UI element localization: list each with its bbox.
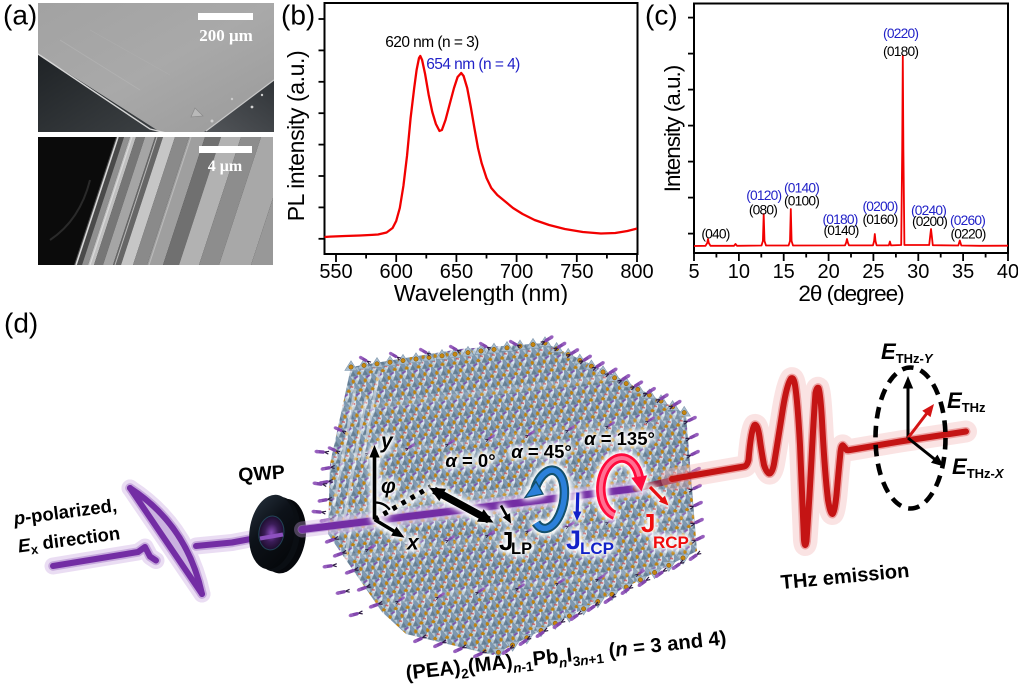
svg-text:LCP: LCP [580,539,614,558]
svg-text:(0160): (0160) [862,212,897,227]
svg-text:(0140): (0140) [823,223,858,238]
svg-text:700: 700 [500,261,533,283]
svg-text:(0220): (0220) [883,26,918,41]
svg-text:J: J [566,525,581,555]
svg-text:10: 10 [728,261,750,283]
svg-text:(0100): (0100) [784,194,819,209]
svg-text:5: 5 [688,261,699,283]
svg-text:(0200): (0200) [912,214,947,229]
svg-text:30: 30 [907,261,929,283]
svg-text:654 nm (n = 4): 654 nm (n = 4) [426,56,520,73]
svg-text:(0200): (0200) [862,199,897,214]
svg-text:600: 600 [380,261,413,283]
svg-text:Intensity (a.u.): Intensity (a.u.) [660,65,685,192]
svg-text:35: 35 [952,261,974,283]
svg-text:200 μm: 200 μm [199,26,253,45]
svg-text:LP: LP [511,540,532,558]
svg-text:800: 800 [620,261,653,283]
svg-text:(0140): (0140) [784,181,819,196]
svg-text:ETHz: ETHz [947,388,986,415]
svg-text:α = 135°: α = 135° [584,428,655,449]
svg-text:QWP: QWP [238,461,286,486]
svg-text:(040): (040) [701,227,729,242]
svg-text:ETHz-Y: ETHz-Y [881,339,934,366]
svg-text:(0260): (0260) [950,213,985,228]
svg-text:x: x [406,532,420,555]
svg-text:(0180): (0180) [883,44,918,59]
svg-text:y: y [380,430,394,453]
svg-text:J: J [499,526,513,556]
svg-text:550: 550 [319,261,352,283]
svg-text:THz emission: THz emission [780,560,910,594]
svg-text:(0120): (0120) [746,188,781,203]
svg-text:PL intensity (a.u.): PL intensity (a.u.) [283,51,309,222]
svg-text:RCP: RCP [653,533,689,552]
svg-text:(0220): (0220) [950,227,985,242]
svg-text:ETHz-X: ETHz-X [952,454,1005,481]
svg-text:(c): (c) [645,0,678,31]
svg-text:(080): (080) [749,203,777,218]
svg-text:Wavelength (nm): Wavelength (nm) [394,280,568,305]
svg-text:(b): (b) [281,0,315,31]
svg-text:J: J [641,508,655,538]
svg-text:(a): (a) [3,0,37,31]
svg-text:15: 15 [773,261,795,283]
svg-text:α = 45°: α = 45° [511,441,572,462]
svg-text:4 μm: 4 μm [208,158,243,175]
svg-text:(0180): (0180) [822,212,857,227]
svg-text:750: 750 [560,261,593,283]
svg-text:α = 0°: α = 0° [445,450,495,471]
svg-text:620 nm (n = 3): 620 nm (n = 3) [385,34,479,51]
svg-text:(0240): (0240) [911,203,946,218]
svg-text:650: 650 [440,261,473,283]
svg-text:40: 40 [997,261,1018,283]
svg-text:20: 20 [817,261,839,283]
svg-text:(d): (d) [4,308,38,339]
svg-text:2θ (degree): 2θ (degree) [798,281,904,305]
svg-text:φ: φ [381,475,396,498]
svg-text:25: 25 [862,261,884,283]
